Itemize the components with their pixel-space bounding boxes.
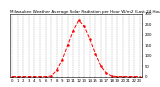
Text: Milwaukee Weather Average Solar Radiation per Hour W/m2 (Last 24 Hours): Milwaukee Weather Average Solar Radiatio… xyxy=(10,10,160,14)
